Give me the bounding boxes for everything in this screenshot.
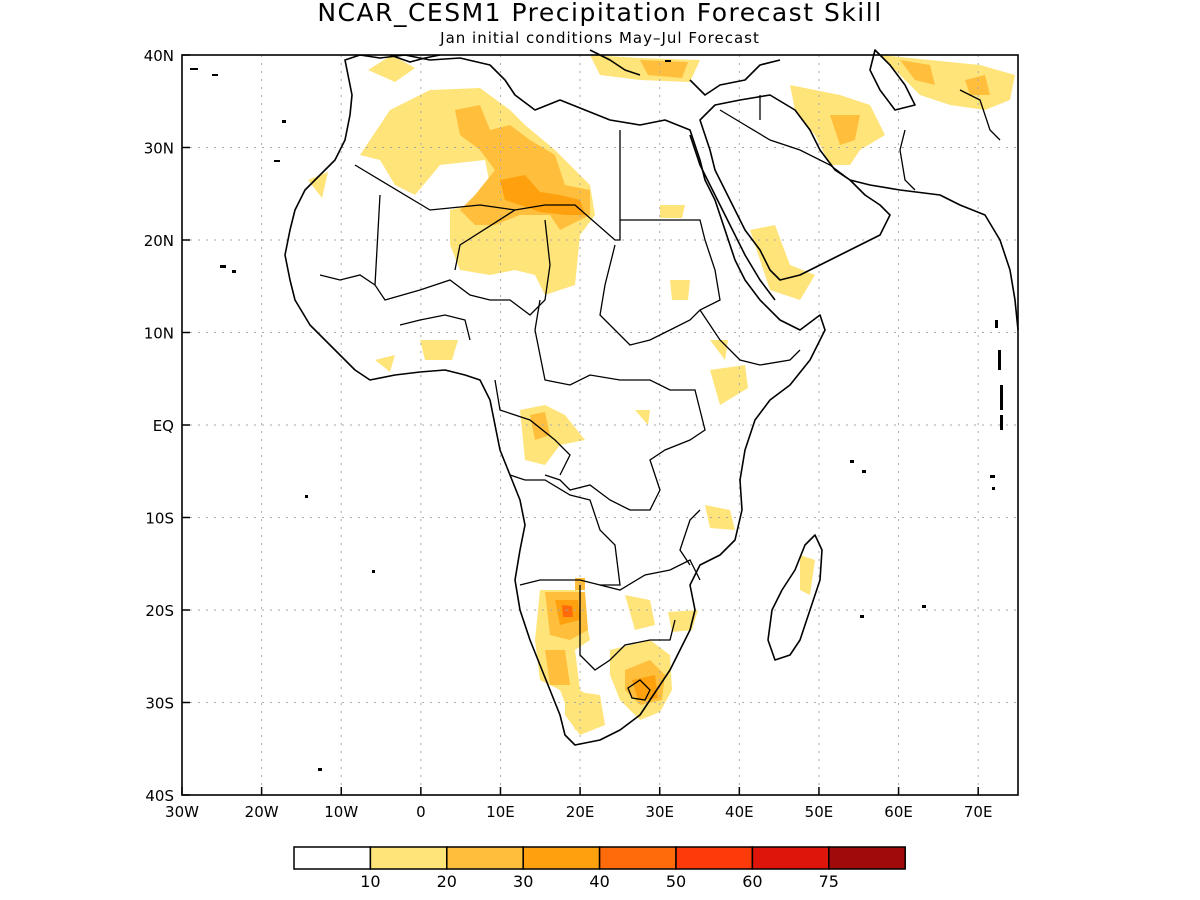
skill-region-congo <box>520 405 585 465</box>
colorbar-swatch <box>446 846 524 870</box>
skill-region-gulf <box>375 340 458 372</box>
colorbar-label: 30 <box>513 872 533 891</box>
chart-title: NCAR_CESM1 Precipitation Forecast Skill <box>317 0 883 27</box>
colorbar-label: 75 <box>819 872 839 891</box>
y-tick-label: 20N <box>144 232 174 250</box>
asia-coastline <box>849 179 1019 331</box>
y-tick-label: 10S <box>145 510 174 528</box>
colorbar-swatch <box>675 846 754 870</box>
caspian-coastline <box>869 49 916 111</box>
skill-region-madagascar <box>800 555 815 595</box>
x-tick-label: 10W <box>324 803 358 821</box>
colorbar-swatch <box>293 846 372 870</box>
colorbar-swatch <box>828 846 906 870</box>
skill-region-namibia-max <box>562 605 573 617</box>
skill-region-iran-core <box>830 60 990 145</box>
x-tick-label: 50E <box>805 803 834 821</box>
colorbar-label: 50 <box>666 872 686 891</box>
coastlines <box>284 49 1019 746</box>
colorbar-label: 40 <box>589 872 609 891</box>
skill-region-northwest <box>308 55 415 198</box>
x-tick-label: 40E <box>725 803 754 821</box>
x-tick-label: 60E <box>884 803 913 821</box>
y-tick-label: 40S <box>145 787 174 805</box>
skill-region-eastafrica <box>635 410 735 530</box>
country-borders <box>319 89 1001 701</box>
skill-region-ethiopia <box>710 340 748 405</box>
y-axis: 40N 30N 20N 10N EQ 10S 20S 30S 40S <box>144 47 190 805</box>
x-tick-label: 10E <box>486 803 515 821</box>
x-tick-label: 30W <box>165 803 199 821</box>
skill-region-iran <box>790 55 1015 165</box>
skill-fills <box>308 55 1015 735</box>
x-tick-label: 70E <box>964 803 993 821</box>
colorbar-swatch <box>751 846 830 870</box>
colorbar-swatch <box>522 846 601 870</box>
skill-region-sahara <box>360 88 595 295</box>
skill-region-namibia-core <box>545 578 588 685</box>
x-tick-label: 20E <box>566 803 595 821</box>
skill-region-congo-core <box>530 412 550 440</box>
y-tick-label: EQ <box>153 417 174 435</box>
madagascar-coastline <box>767 534 823 661</box>
colorbar-swatch <box>369 846 448 870</box>
y-tick-label: 10N <box>144 325 174 343</box>
colorbar: 10 20 30 40 50 60 75 <box>293 846 906 891</box>
mediterranean-north-coast <box>389 49 781 96</box>
y-tick-label: 30N <box>144 140 174 158</box>
skill-region-cape <box>565 690 605 735</box>
y-tick-label: 30S <box>145 695 174 713</box>
africa-coastline <box>284 54 826 746</box>
y-tick-label: 40N <box>144 47 174 65</box>
x-tick-label: 20W <box>245 803 279 821</box>
skill-region-arabia <box>750 225 815 300</box>
x-axis: 30W 20W 10W 0 10E 20E 30E 40E 50E 60E 70E <box>165 787 992 821</box>
red-sea-west <box>689 134 776 301</box>
x-tick-label: 0 <box>416 803 426 821</box>
chart-subtitle: Jan initial conditions May–Jul Forecast <box>440 29 760 47</box>
small-islands <box>190 60 1003 771</box>
x-tick-label: 30E <box>645 803 674 821</box>
colorbar-label: 20 <box>437 872 457 891</box>
y-tick-label: 20S <box>145 602 174 620</box>
skill-region-sudan <box>660 205 690 300</box>
arabia-coastline <box>699 94 891 281</box>
colorbar-label: 10 <box>360 872 380 891</box>
colorbar-swatch <box>598 846 677 870</box>
gridlines <box>182 55 1018 795</box>
skill-region-med-core <box>640 60 688 78</box>
colorbar-label: 60 <box>742 872 762 891</box>
